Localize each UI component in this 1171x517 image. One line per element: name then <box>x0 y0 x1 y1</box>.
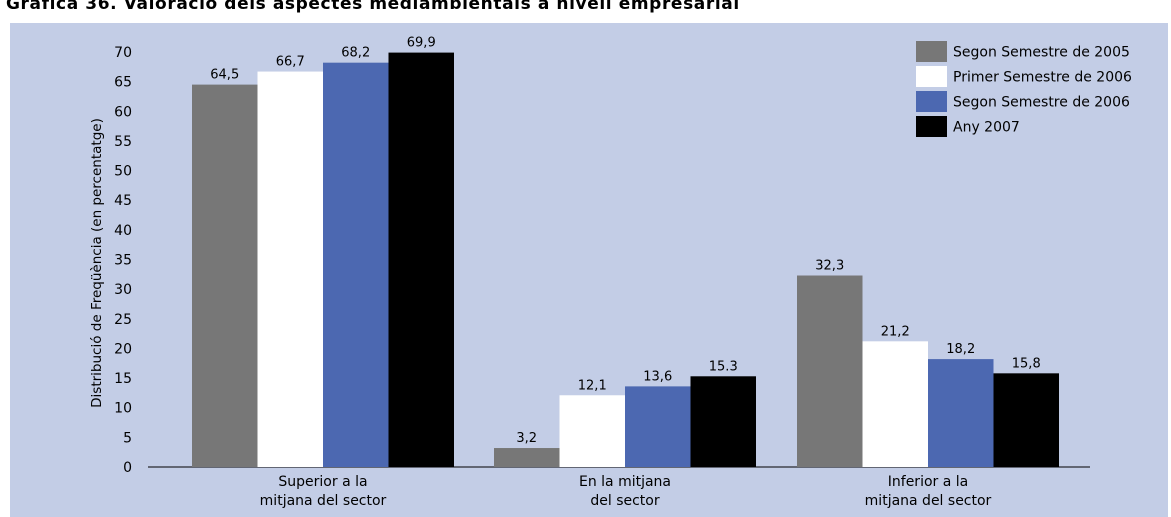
bar <box>862 341 928 467</box>
bar <box>625 386 691 467</box>
bar <box>928 359 994 467</box>
data-label: 12,1 <box>578 378 607 393</box>
data-label: 69,9 <box>407 36 436 51</box>
y-tick-label: 65 <box>114 75 132 91</box>
y-tick-label: 45 <box>114 193 132 209</box>
data-label: 3,2 <box>516 431 537 446</box>
bar <box>797 275 863 467</box>
bar <box>323 62 389 468</box>
legend-label: Segon Semestre de 2006 <box>953 95 1130 111</box>
y-tick-label: 15 <box>114 371 132 387</box>
y-axis-label: Distribució de Freqüència (en percentatg… <box>89 118 105 408</box>
legend-swatch <box>916 116 947 137</box>
y-tick-label: 55 <box>114 134 132 150</box>
legend-label: Any 2007 <box>953 120 1020 136</box>
y-tick-label: 40 <box>114 223 132 239</box>
bar <box>690 376 756 467</box>
bar <box>192 84 258 467</box>
data-label: 13,6 <box>643 369 672 384</box>
legend-swatch <box>916 91 947 112</box>
y-tick-label: 20 <box>114 341 132 357</box>
y-tick-label: 0 <box>123 460 132 476</box>
legend-swatch <box>916 41 947 62</box>
plot-area: 0 5 10 15 20 25 30 35 40 45 50 55 60 65 70 64,5 3,2 32,3 6… <box>114 36 1059 509</box>
legend-label: Primer Semestre de 2006 <box>953 70 1132 86</box>
legend: Segon Semestre de 2005 Primer Semestre de… <box>916 41 1132 137</box>
data-label: 66,7 <box>276 55 305 70</box>
x-tick-label: Inferior a la <box>888 474 968 490</box>
y-tick-label: 70 <box>114 45 132 61</box>
data-label: 18,2 <box>946 342 975 357</box>
y-tick-label: 25 <box>114 312 132 328</box>
bar <box>494 448 560 467</box>
bar <box>257 71 323 468</box>
legend-swatch <box>916 66 947 87</box>
bar <box>993 373 1059 467</box>
bar <box>559 395 625 467</box>
data-label: 64,5 <box>210 68 239 83</box>
y-tick-label: 30 <box>114 282 132 298</box>
y-tick-label: 10 <box>114 401 132 417</box>
data-label: 68,2 <box>341 46 370 61</box>
y-tick-label: 50 <box>114 164 132 180</box>
y-tick-label: 35 <box>114 253 132 269</box>
x-tick-label: En la mitjana <box>579 474 671 490</box>
bar <box>388 52 454 467</box>
y-tick-label: 5 <box>123 430 132 446</box>
data-label: 15.3 <box>709 359 738 374</box>
data-label: 21,2 <box>881 324 910 339</box>
legend-label: Segon Semestre de 2005 <box>953 45 1130 61</box>
data-label: 32,3 <box>815 259 844 274</box>
x-tick-label: del sector <box>590 493 659 509</box>
x-tick-label: Superior a la <box>278 474 367 490</box>
x-tick-label: mitjana del sector <box>260 493 387 509</box>
data-label: 15,8 <box>1012 356 1041 371</box>
chart-title: Gràfica 36. Valoració dels aspectes medi… <box>6 0 740 14</box>
y-tick-label: 60 <box>114 104 132 120</box>
x-tick-label: mitjana del sector <box>865 493 992 509</box>
